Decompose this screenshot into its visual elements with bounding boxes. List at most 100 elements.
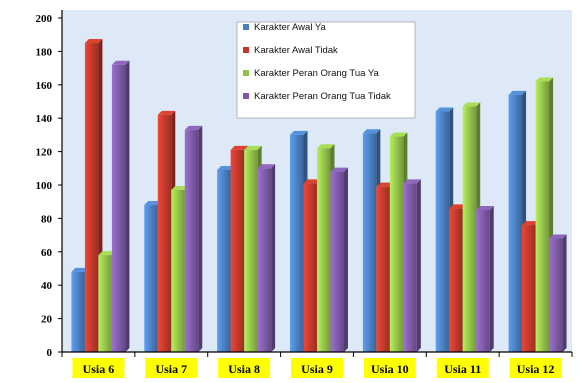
bar-top xyxy=(171,186,189,191)
x-label-highlight xyxy=(363,358,416,378)
bar-front xyxy=(98,255,112,352)
bar-top xyxy=(257,164,276,169)
bar-top xyxy=(98,251,116,256)
y-tick-label: 100 xyxy=(36,180,53,192)
bar-front xyxy=(435,111,450,353)
bar-side xyxy=(489,206,494,352)
legend-swatch xyxy=(243,93,249,99)
bar-top xyxy=(435,107,454,112)
x-label-highlight xyxy=(145,358,198,378)
bar-top xyxy=(535,77,554,82)
bar-karakter-peran-orang-tua-tidak-6 xyxy=(476,206,494,352)
y-tick-label: 140 xyxy=(36,113,53,125)
x-tick-label: Usia 9 xyxy=(301,362,333,376)
bar-top xyxy=(84,39,103,44)
bar-side xyxy=(271,164,276,352)
x-tick-label: Usia 7 xyxy=(155,362,187,376)
bar-karakter-peran-orang-tua-tidak-2 xyxy=(184,125,203,352)
bar-top xyxy=(522,221,540,226)
x-tick-label: Usia 11 xyxy=(444,362,481,376)
legend-box xyxy=(236,21,416,119)
legend-label: Karakter Awal Ya xyxy=(254,22,327,33)
y-tick-label: 120 xyxy=(36,147,53,159)
legend-label: Karakter Peran Orang Tua Ya xyxy=(254,68,380,79)
bar-front xyxy=(257,168,272,352)
bar-top xyxy=(449,204,467,209)
bar-front xyxy=(144,205,158,352)
bar-front xyxy=(290,134,304,352)
legend-label: Karakter Peran Orang Tua Tidak xyxy=(254,91,391,102)
bar-front xyxy=(230,149,245,352)
bar-front xyxy=(549,238,563,352)
legend-swatch xyxy=(243,47,249,53)
bar-top xyxy=(362,129,381,134)
x-label-highlight xyxy=(291,358,343,378)
bar-front xyxy=(303,183,317,352)
bar-front xyxy=(184,129,199,352)
bar-top xyxy=(549,234,567,239)
y-tick-label: 0 xyxy=(47,347,53,359)
legend: Karakter Awal Ya Karakter Awal Tidak Karak… xyxy=(236,21,416,119)
bar-top xyxy=(290,130,308,135)
legend-swatch xyxy=(243,70,249,76)
bar-top xyxy=(389,132,408,137)
bar-top xyxy=(476,206,494,211)
bar-front xyxy=(362,133,377,352)
bar-front xyxy=(217,169,231,352)
y-tick-label: 160 xyxy=(36,80,53,92)
bar-front xyxy=(508,94,523,352)
bar-front xyxy=(317,148,331,352)
bar-top xyxy=(303,179,321,184)
bar-top xyxy=(376,182,394,187)
bar-top xyxy=(462,102,481,107)
y-tick-label: 20 xyxy=(41,314,53,326)
bar-top xyxy=(244,145,262,150)
bar-top xyxy=(157,110,176,115)
x-tick-label: Usia 8 xyxy=(228,362,260,376)
legend-label: Karakter Awal Tidak xyxy=(254,45,338,56)
x-tick-label: Usia 6 xyxy=(83,362,115,376)
x-label-highlight xyxy=(218,358,271,378)
bar-front xyxy=(330,171,344,352)
bar-karakter-peran-orang-tua-tidak-4 xyxy=(330,167,348,352)
bar-front xyxy=(376,186,390,352)
bar-front xyxy=(111,64,126,352)
x-label-highlight xyxy=(72,358,125,378)
bar-front xyxy=(157,114,172,352)
y-tick-label: 40 xyxy=(41,280,53,292)
bar-karakter-peran-orang-tua-tidak-1 xyxy=(111,60,130,352)
bar-karakter-peran-orang-tua-tidak-5 xyxy=(403,179,421,352)
bar-front xyxy=(84,43,99,353)
bar-front xyxy=(522,225,536,352)
x-label-highlight xyxy=(509,358,562,378)
bars xyxy=(71,39,567,353)
bar-top xyxy=(403,179,421,184)
x-tick-label: Usia 12 xyxy=(517,362,555,376)
bar-top xyxy=(184,125,203,130)
bar-karakter-peran-orang-tua-tidak-3 xyxy=(257,164,276,352)
bar-front xyxy=(389,136,404,352)
y-axis: 0 20 40 60 80 100 120 140 160 180 200 xyxy=(36,10,63,359)
bar-side xyxy=(125,60,130,352)
y-tick-label: 200 xyxy=(36,13,53,25)
bar-top xyxy=(111,60,130,65)
bar-front xyxy=(71,271,85,352)
bar-side xyxy=(198,125,203,352)
bar-front xyxy=(476,210,490,352)
x-label-highlight xyxy=(436,358,489,378)
bar-front xyxy=(171,190,185,352)
bar-side xyxy=(344,167,348,352)
bar-side xyxy=(416,179,421,352)
x-axis: Usia 6 Usia 7 Usia 8 Usia 9 Usia 10 Usia 11 Us… xyxy=(61,351,573,378)
bar-front xyxy=(535,81,550,353)
legend-swatch xyxy=(243,24,249,30)
x-tick-label: Usia 10 xyxy=(371,362,409,376)
bar-front xyxy=(403,183,417,352)
bar-karakter-peran-orang-tua-tidak-7 xyxy=(549,234,567,352)
y-tick-label: 60 xyxy=(41,247,53,259)
y-tick-label: 80 xyxy=(41,213,53,225)
bar-front xyxy=(462,106,477,352)
bar-top xyxy=(217,165,235,170)
